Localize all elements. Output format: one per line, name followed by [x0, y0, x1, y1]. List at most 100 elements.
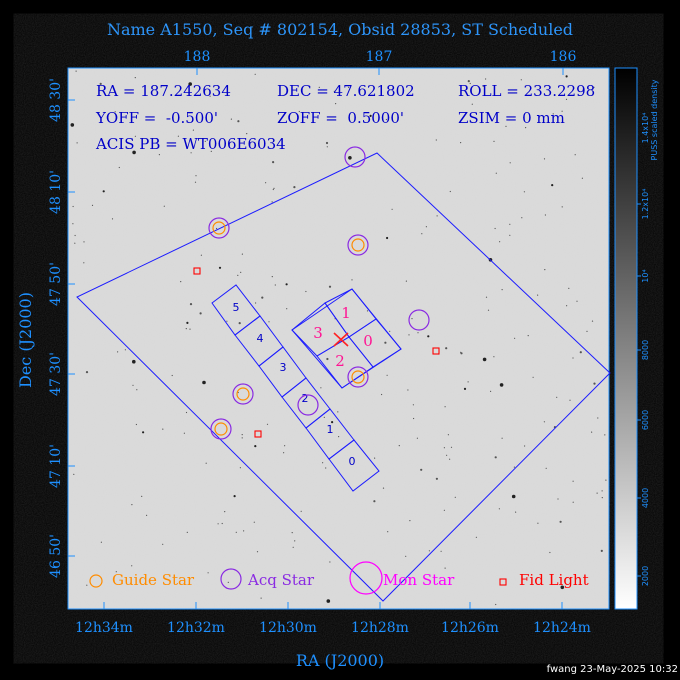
fid-light-marker [432, 347, 440, 355]
background-star [561, 206, 563, 208]
background-star [102, 190, 105, 193]
background-star [183, 432, 185, 434]
colorbar-tick-label: 1.2x10⁴ [641, 189, 650, 220]
acis-i-labels: 0 1 2 3 [313, 304, 373, 370]
background-star [495, 172, 497, 174]
background-star [74, 234, 76, 237]
background-star [440, 550, 442, 552]
background-star [551, 184, 554, 187]
background-star [605, 479, 607, 481]
background-star [185, 328, 187, 330]
background-star [204, 140, 206, 142]
sky-image-noise [68, 68, 609, 609]
mon-legend-label: Mon Star [383, 571, 455, 589]
background-star [604, 434, 606, 436]
background-star [189, 303, 193, 306]
background-star [70, 123, 75, 127]
acq-legend-icon [220, 568, 242, 590]
background-star [274, 284, 276, 286]
top-tick-label: 188 [184, 49, 211, 65]
colorbar-tick-label: 8000 [641, 340, 650, 360]
background-star [601, 490, 603, 492]
background-star [199, 312, 202, 315]
background-star [409, 520, 411, 522]
i-chip-label: 2 [335, 352, 345, 370]
background-star [373, 500, 376, 503]
guide-star-marker [351, 238, 365, 252]
background-star [381, 393, 383, 396]
background-star [83, 262, 85, 264]
guide-legend-icon [89, 574, 103, 588]
background-star [591, 431, 593, 433]
background-star [348, 86, 350, 88]
fid-light-marker [193, 267, 201, 275]
background-star [557, 498, 559, 500]
background-star [124, 349, 126, 351]
colorbar: PUSS scaled density 1.4x10⁴ 2000 4000 60… [614, 67, 659, 610]
background-star [549, 551, 551, 554]
acis-i-array [291, 288, 402, 389]
top-tick-label: 186 [550, 49, 577, 65]
acq-star-marker [347, 366, 369, 388]
background-star [85, 371, 89, 374]
background-star [333, 90, 335, 92]
guide-stars [212, 221, 365, 436]
background-star [445, 347, 448, 350]
background-star [523, 191, 526, 193]
acq-star-marker [232, 383, 254, 405]
background-star [436, 215, 438, 217]
background-star [260, 597, 262, 599]
background-star [467, 80, 470, 83]
background-star [186, 321, 189, 324]
pointing-info: RA = 187.242634 DEC = 47.621802 ROLL = 2… [95, 82, 595, 153]
background-star [416, 437, 418, 439]
x-axis-label: RA (J2000) [296, 651, 384, 670]
background-star [467, 381, 469, 383]
fid-lights [193, 267, 440, 438]
background-star [384, 341, 387, 344]
bottom-axis: 12h34m 12h32m 12h30m 12h28m 12h26m 12h24… [75, 602, 591, 636]
background-star [485, 78, 487, 80]
background-star [266, 423, 269, 425]
background-star [544, 214, 547, 216]
left-tick-label: 47 10' [48, 444, 64, 488]
background-star [572, 480, 574, 482]
background-star [493, 356, 495, 358]
background-star [427, 335, 430, 338]
background-star [158, 154, 160, 156]
background-stars [70, 70, 607, 606]
left-axis: 48 30' 48 10' 47 50' 47 30' 47 10' 46 50… [48, 78, 75, 578]
background-star [449, 190, 451, 193]
background-star [446, 454, 448, 456]
background-star [237, 391, 239, 394]
acq-star-marker [408, 309, 430, 331]
bottom-tick-label: 12h26m [441, 620, 499, 636]
acq-star-marker [208, 217, 230, 239]
background-star [501, 437, 503, 439]
background-star [475, 536, 477, 538]
background-star [537, 294, 539, 296]
acq-star-marker [347, 234, 369, 256]
background-star [218, 266, 222, 269]
background-star [294, 540, 296, 542]
background-star [261, 296, 264, 299]
background-star [460, 142, 462, 144]
background-star [230, 118, 232, 120]
colorbar-gradient [614, 67, 638, 610]
s-chip-label: 4 [257, 332, 264, 345]
background-star [292, 546, 294, 548]
background-star [238, 322, 241, 325]
background-star [134, 77, 136, 79]
background-star [420, 468, 423, 471]
background-star [118, 166, 120, 169]
left-tick-label: 46 50' [48, 534, 64, 578]
background-star [117, 351, 119, 353]
i-array-outline [291, 288, 402, 389]
bottom-tick-label: 12h30m [259, 620, 317, 636]
background-star [411, 318, 413, 320]
background-star [527, 335, 529, 337]
background-star [417, 332, 419, 334]
background-star [115, 571, 117, 573]
yoff-value: YOFF = -0.500' [95, 109, 218, 127]
